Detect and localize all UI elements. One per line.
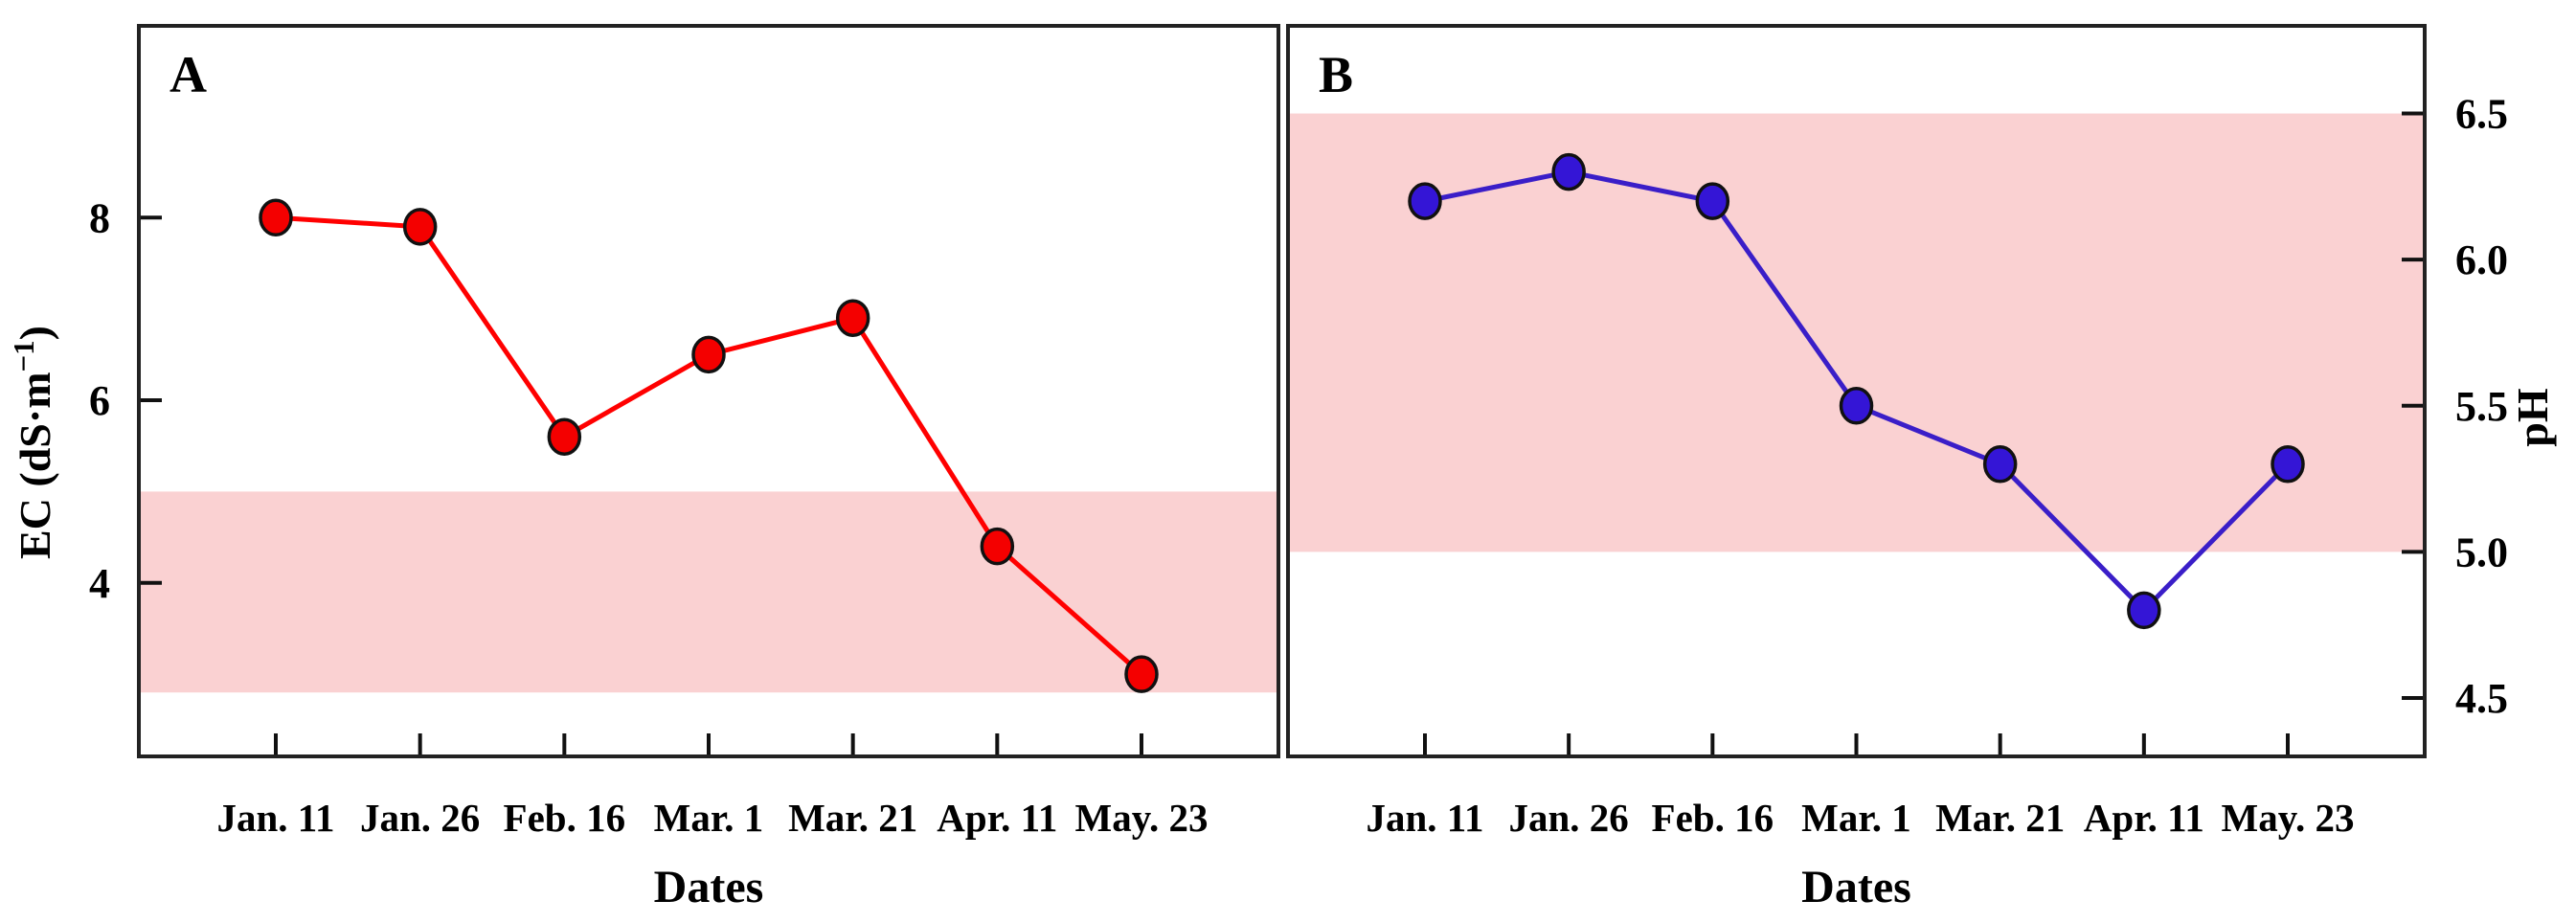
panel-a-xaxis-title: Dates — [654, 862, 764, 912]
panel-a-marker-5 — [980, 527, 1015, 566]
panel-b-xtick-label: Mar. 21 — [1935, 796, 2065, 840]
panel-a-xtick-label: May. 23 — [1075, 796, 1209, 840]
panel-b-marker-6 — [2271, 445, 2305, 484]
panel-b-marker-0 — [1408, 182, 1442, 220]
panel-b-xtick-label: Jan. 11 — [1366, 796, 1483, 840]
panel-b-border — [1286, 24, 2427, 758]
panel-b-xaxis-title: Dates — [1801, 862, 1911, 912]
panel-b-yaxis-title: pH — [2508, 388, 2557, 447]
panel-a-marker-2 — [547, 417, 582, 456]
panel-a-marker-0 — [259, 198, 293, 237]
panel-b-ytick-label: 6.0 — [2455, 236, 2508, 283]
panel-a-border — [137, 24, 1280, 758]
panel-a-ytick-label: 6 — [89, 377, 110, 424]
panel-b-xtick-label: Mar. 1 — [1801, 796, 1911, 840]
panel-a-marker-3 — [691, 335, 726, 374]
panel-b-xtick-label: Apr. 11 — [2084, 796, 2204, 840]
panel-a-label: A — [169, 46, 207, 103]
panel-a-xtick-label: Mar. 1 — [654, 796, 764, 840]
panel-b-marker-5 — [2127, 591, 2161, 630]
panel-a-xtick-label: Apr. 11 — [937, 796, 1057, 840]
panel-a-ytick-label: 4 — [89, 560, 110, 607]
panel-b-ytick-label: 4.5 — [2455, 675, 2508, 722]
panel-b-xtick-label: Feb. 16 — [1652, 796, 1774, 840]
panel-b-reference-band — [1290, 113, 2423, 552]
panel-b-ytick-label: 5.5 — [2455, 383, 2508, 430]
panel-a-reference-band — [141, 491, 1277, 693]
panel-a-xtick-label: Jan. 26 — [360, 796, 480, 840]
panel-b-ytick-label: 5.0 — [2455, 529, 2508, 575]
panel-a-xtick-label: Feb. 16 — [504, 796, 626, 840]
panel-a-marker-1 — [402, 208, 438, 246]
panel-a-marker-4 — [835, 299, 870, 337]
panel-a-marker-6 — [1124, 655, 1159, 693]
panel-a-yaxis-title: EC (dS·m−1) — [7, 326, 59, 559]
panel-a-ytick-label: 8 — [89, 194, 110, 241]
panel-a-xtick-label: Jan. 11 — [216, 796, 334, 840]
panel-b-ytick-label: 6.5 — [2455, 91, 2508, 138]
panel-b-label: B — [1319, 46, 1353, 103]
panel-b-xtick-label: Jan. 26 — [1509, 796, 1629, 840]
panel-b-xtick-label: May. 23 — [2222, 796, 2355, 840]
panel-b-marker-3 — [1839, 387, 1874, 425]
panel-a-xtick-label: Mar. 21 — [788, 796, 917, 840]
panel-b-marker-4 — [1982, 445, 2018, 484]
panel-b-marker-2 — [1695, 182, 1730, 220]
panel-b-marker-1 — [1551, 152, 1586, 191]
